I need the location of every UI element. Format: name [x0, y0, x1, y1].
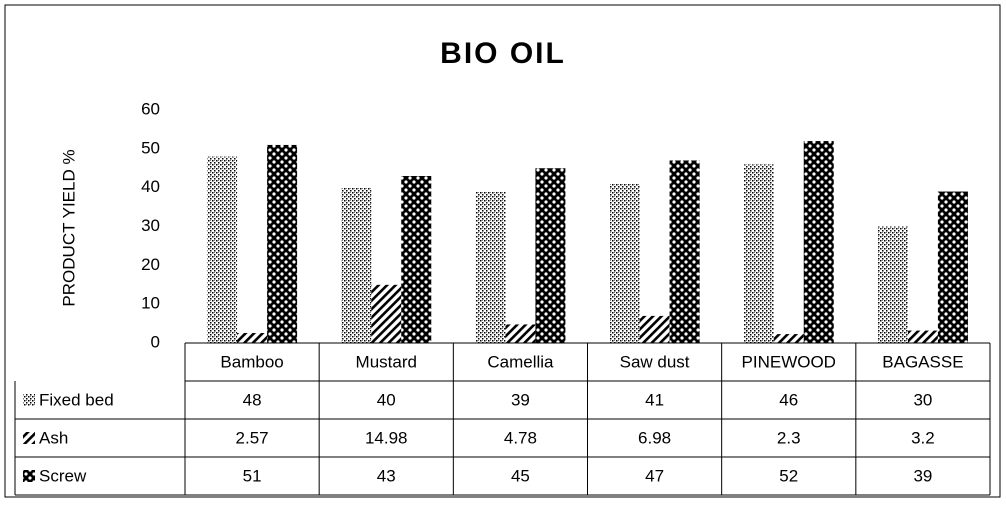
- legend-label: Fixed bed: [39, 390, 114, 409]
- bar: [609, 183, 640, 343]
- table-value: 2.3: [777, 428, 801, 447]
- chart-title: BIO OIL: [440, 37, 566, 70]
- table-value: 6.98: [638, 428, 671, 447]
- table-value: 3.2: [911, 428, 935, 447]
- y-tick-label: 30: [141, 216, 160, 235]
- bar: [743, 164, 774, 343]
- bar: [475, 191, 506, 343]
- legend-label: Screw: [39, 466, 87, 485]
- y-tick-label: 0: [151, 332, 160, 351]
- bar: [669, 160, 700, 343]
- table-value: 39: [913, 466, 932, 485]
- bar: [937, 191, 968, 343]
- x-tick-label: Camellia: [487, 352, 554, 371]
- legend-key: [23, 432, 35, 444]
- bar: [505, 324, 536, 343]
- table-value: 48: [243, 390, 262, 409]
- bar: [639, 315, 670, 343]
- table-value: 40: [377, 390, 396, 409]
- y-tick-label: 60: [141, 99, 160, 118]
- bar: [237, 333, 268, 343]
- table-value: 39: [511, 390, 530, 409]
- legend-key: [23, 394, 35, 406]
- y-tick-label: 40: [141, 177, 160, 196]
- y-tick-label: 20: [141, 255, 160, 274]
- table-value: 46: [779, 390, 798, 409]
- table-value: 47: [645, 466, 664, 485]
- bar: [877, 226, 908, 343]
- x-tick-label: PINEWOOD: [742, 352, 836, 371]
- table-value: 14.98: [365, 428, 408, 447]
- table-value: 2.57: [236, 428, 269, 447]
- bar: [371, 284, 402, 343]
- y-axis-label: PRODUCT YIELD %: [59, 149, 78, 306]
- x-tick-label: Bamboo: [220, 352, 283, 371]
- x-tick-label: Mustard: [356, 352, 417, 371]
- bar: [267, 144, 298, 343]
- bar: [207, 156, 238, 343]
- table-value: 41: [645, 390, 664, 409]
- bar: [907, 330, 938, 343]
- table-value: 43: [377, 466, 396, 485]
- table-value: 52: [779, 466, 798, 485]
- x-tick-label: BAGASSE: [882, 352, 963, 371]
- bar: [535, 168, 566, 343]
- legend-key: [23, 470, 35, 482]
- bar: [401, 176, 432, 343]
- bar: [341, 187, 372, 343]
- table-value: 45: [511, 466, 530, 485]
- table-value: 30: [913, 390, 932, 409]
- bar: [773, 334, 804, 343]
- table-value: 4.78: [504, 428, 537, 447]
- legend-label: Ash: [39, 428, 68, 447]
- y-tick-label: 50: [141, 138, 160, 157]
- x-tick-label: Saw dust: [620, 352, 690, 371]
- bar: [803, 141, 834, 343]
- table-value: 51: [243, 466, 262, 485]
- y-tick-label: 10: [141, 294, 160, 313]
